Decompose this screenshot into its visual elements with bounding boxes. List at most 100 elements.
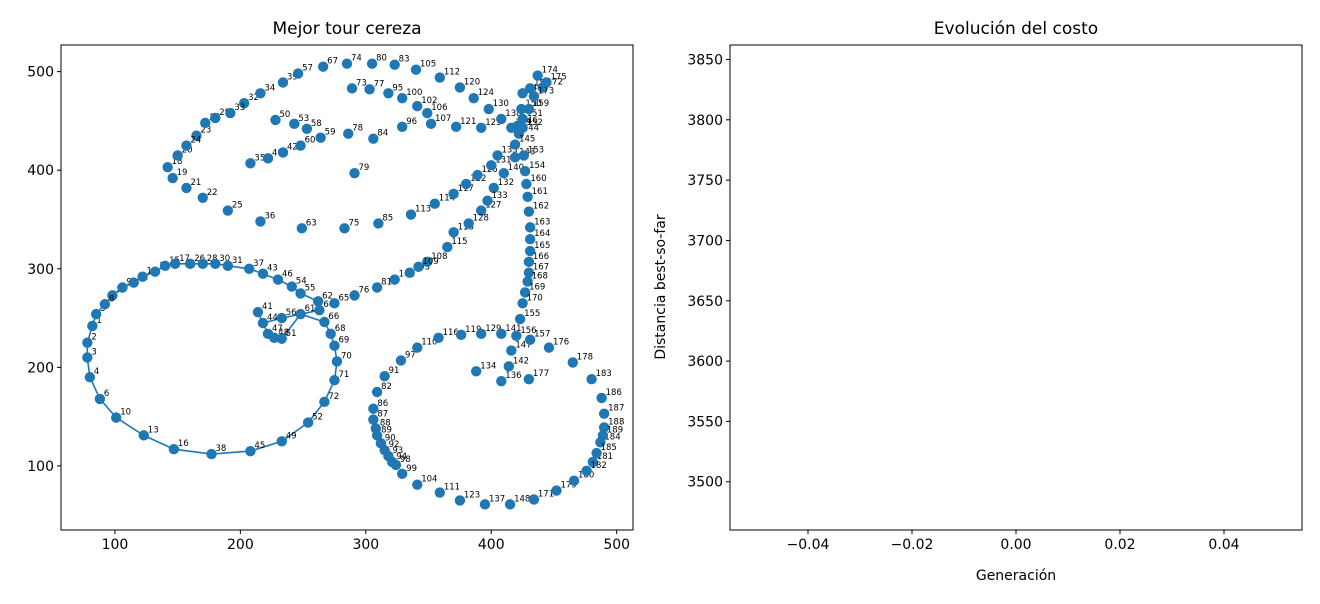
city-label: 84 xyxy=(377,129,388,139)
city-label: 61 xyxy=(305,304,316,314)
city-label: 113 xyxy=(415,205,431,215)
city-point xyxy=(523,103,535,115)
city-point xyxy=(413,261,424,272)
city-label: 35 xyxy=(254,153,265,163)
city-point xyxy=(319,316,330,328)
city-label: 189 xyxy=(607,425,623,435)
city-point xyxy=(255,88,266,99)
city-point xyxy=(245,158,256,169)
city-point xyxy=(107,290,118,301)
city-point xyxy=(329,374,340,386)
city-label: 94 xyxy=(396,452,407,462)
city-point xyxy=(366,58,378,69)
city-point xyxy=(523,267,535,278)
tour-y-tick-label: 200 xyxy=(27,360,54,376)
city-point xyxy=(301,123,313,134)
city-label: 47 xyxy=(272,324,283,334)
city-point xyxy=(197,258,208,270)
city-label: 3 xyxy=(91,347,96,357)
city-label: 50 xyxy=(280,110,291,120)
city-label: 169 xyxy=(529,282,545,292)
city-label: 155 xyxy=(524,309,540,319)
city-label: 134 xyxy=(480,361,496,371)
city-point xyxy=(396,468,408,480)
city-point xyxy=(517,122,528,134)
city-point xyxy=(523,373,535,385)
tour-marks: 1234567891011121314151617181920212223242… xyxy=(82,54,624,510)
city-point xyxy=(383,88,394,99)
city-point xyxy=(82,352,93,363)
city-point xyxy=(434,72,446,83)
city-label: 172 xyxy=(547,77,563,87)
city-point xyxy=(138,430,149,441)
tour-x-tick-label: 500 xyxy=(603,537,630,553)
city-point xyxy=(238,97,250,109)
city-point xyxy=(276,333,287,344)
city-point xyxy=(488,182,499,194)
city-point xyxy=(454,82,466,93)
city-point xyxy=(185,258,196,270)
city-label: 89 xyxy=(381,425,392,435)
city-point xyxy=(524,83,536,94)
tour-y-tick-label: 300 xyxy=(27,262,54,278)
city-point xyxy=(522,191,533,203)
city-point xyxy=(551,485,562,496)
city-point xyxy=(329,340,340,351)
city-label: 52 xyxy=(312,413,323,423)
city-point xyxy=(468,93,479,104)
city-point xyxy=(373,218,384,229)
city-label: 187 xyxy=(608,404,624,414)
city-point xyxy=(442,241,453,253)
cost-y-tick-label: 3550 xyxy=(687,414,723,430)
city-point xyxy=(349,167,360,179)
city-label: 129 xyxy=(485,324,501,334)
city-point xyxy=(524,334,536,345)
city-label: 62 xyxy=(322,291,333,301)
tour-panel: Mejor tour cereza 1234567891011121314151… xyxy=(27,19,634,553)
city-point xyxy=(528,91,540,102)
city-point xyxy=(368,133,379,144)
city-point xyxy=(433,332,444,343)
city-label: 106 xyxy=(431,103,447,113)
city-point xyxy=(523,256,535,268)
city-label: 186 xyxy=(606,388,622,398)
city-point xyxy=(482,195,493,206)
city-point xyxy=(396,93,408,104)
city-label: 55 xyxy=(305,283,316,293)
city-label: 153 xyxy=(528,145,544,155)
city-label: 25 xyxy=(232,201,243,211)
city-point xyxy=(524,233,536,245)
city-point xyxy=(296,223,308,234)
city-label: 65 xyxy=(338,293,349,303)
city-point xyxy=(368,414,379,425)
city-point xyxy=(379,371,390,382)
tour-x-tick-label: 100 xyxy=(102,537,129,553)
city-label: 78 xyxy=(352,124,363,134)
cost-y-tick-label: 3500 xyxy=(687,475,723,491)
city-point xyxy=(598,422,610,433)
city-point xyxy=(492,150,503,161)
city-label: 8 xyxy=(109,294,114,304)
city-point xyxy=(448,188,459,200)
city-label: 135 xyxy=(502,145,518,155)
city-label: 152 xyxy=(527,118,543,128)
city-point xyxy=(255,216,266,227)
city-point xyxy=(503,361,515,372)
city-label: 151 xyxy=(527,109,543,119)
city-label: 176 xyxy=(553,338,569,348)
city-label: 112 xyxy=(444,68,460,78)
city-label: 49 xyxy=(286,431,297,441)
city-label: 156 xyxy=(520,326,536,336)
city-point xyxy=(289,118,300,130)
city-point xyxy=(422,256,433,268)
city-point xyxy=(425,118,437,130)
city-label: 165 xyxy=(534,241,550,251)
city-point xyxy=(339,223,350,234)
city-point xyxy=(295,308,306,320)
city-point xyxy=(429,198,441,209)
city-label: 91 xyxy=(389,366,400,376)
city-label: 80 xyxy=(376,54,387,64)
city-point xyxy=(596,392,607,404)
city-label: 178 xyxy=(577,352,593,362)
city-label: 46 xyxy=(282,270,293,280)
